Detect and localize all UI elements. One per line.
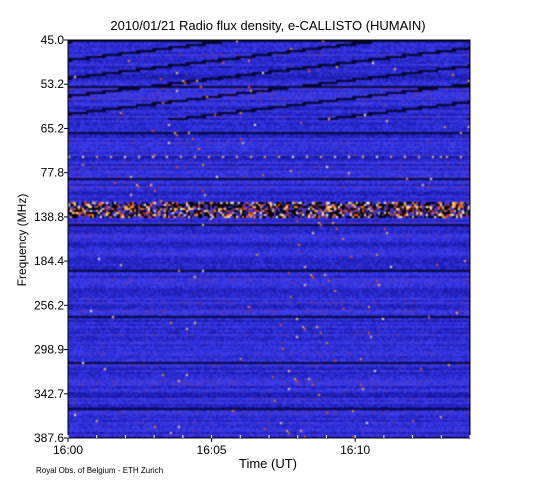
credit-text: Royal Obs. of Belgium - ETH Zurich — [36, 466, 164, 475]
y-tick-label: 184.4 — [34, 254, 64, 268]
spectrogram-heatmap — [68, 40, 470, 438]
y-tick-label: 298.9 — [34, 343, 64, 357]
chart-title: 2010/01/21 Radio flux density, e-CALLIST… — [110, 18, 426, 33]
y-tick-label: 45.0 — [41, 33, 65, 47]
y-tick-label: 53.2 — [41, 77, 65, 91]
x-tick-label: 16:05 — [197, 443, 227, 457]
y-tick-label: 256.2 — [34, 298, 64, 312]
x-axis-label: Time (UT) — [238, 456, 297, 471]
x-tick-label: 16:00 — [53, 443, 83, 457]
y-tick-label: 65.2 — [41, 121, 65, 135]
y-tick-label: 138.8 — [34, 210, 64, 224]
x-tick-label: 16:10 — [340, 443, 370, 457]
y-tick-label: 342.7 — [34, 387, 64, 401]
y-tick-label: 77.8 — [41, 166, 65, 180]
y-tick-label: 387.6 — [34, 431, 64, 445]
